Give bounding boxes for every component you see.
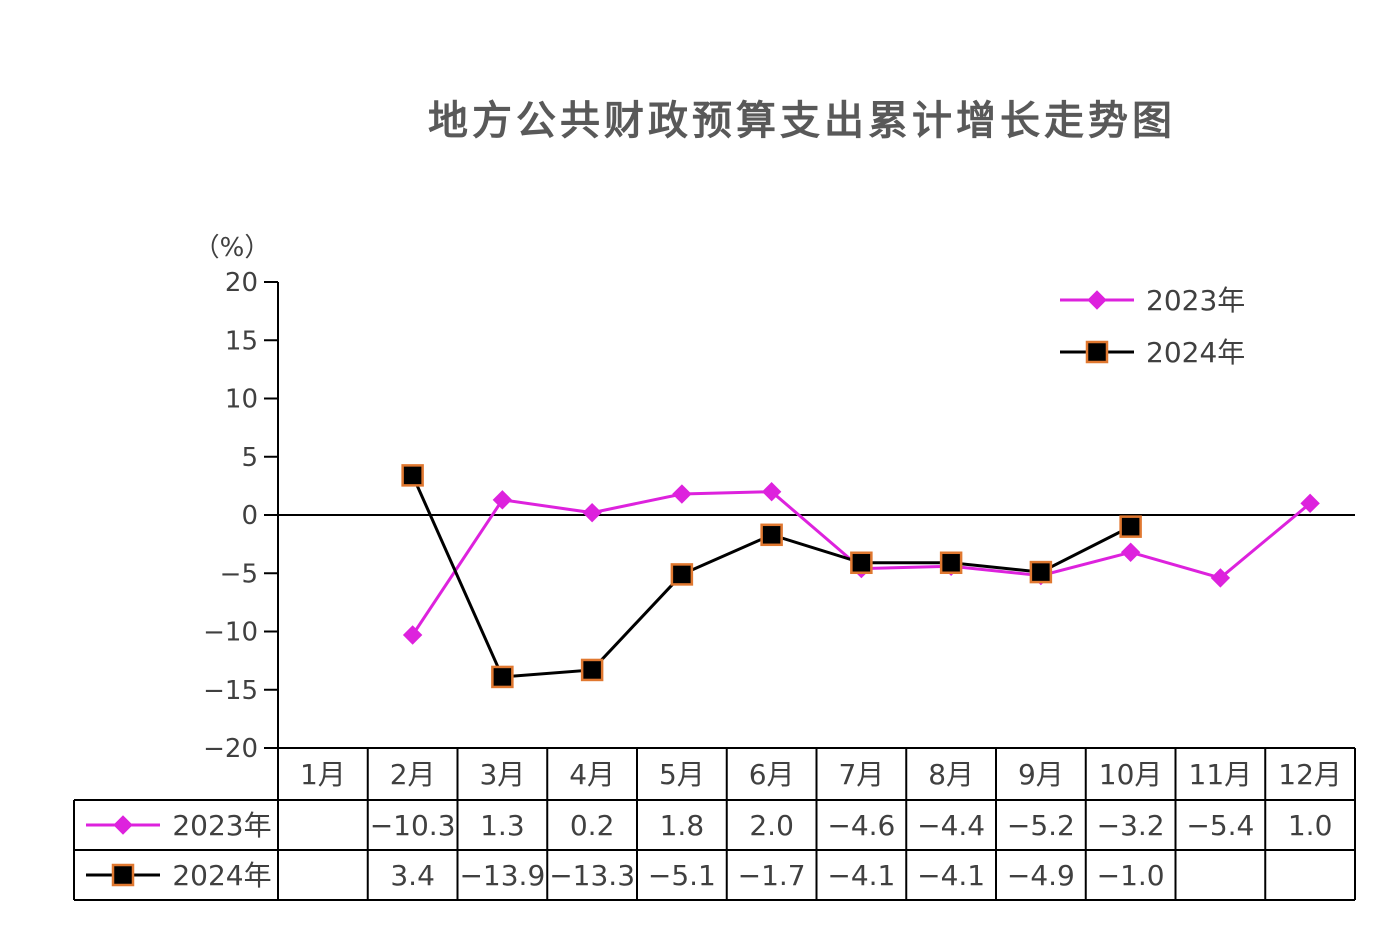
data-point — [402, 625, 423, 645]
category-label: 6月 — [749, 758, 795, 791]
data-point — [761, 481, 782, 502]
table-cell: 1.0 — [1288, 809, 1333, 842]
y-tick-label: −20 — [203, 734, 258, 764]
category-label: 7月 — [838, 758, 884, 791]
data-point — [1120, 542, 1141, 562]
table-cell: 3.4 — [390, 859, 435, 892]
category-label: 4月 — [569, 758, 615, 791]
category-label: 11月 — [1189, 758, 1253, 791]
category-label: 10月 — [1099, 758, 1163, 791]
y-tick-label: 5 — [241, 443, 258, 473]
table-cell: −4.6 — [827, 809, 895, 842]
data-point — [491, 665, 514, 689]
legend-marker — [1087, 290, 1107, 310]
y-tick-label: 20 — [225, 268, 258, 298]
legend-label: 2023年 — [1146, 284, 1245, 317]
data-point — [401, 464, 424, 487]
data-point — [1119, 515, 1142, 538]
y-tick-label: −5 — [220, 559, 258, 589]
y-tick-label: −10 — [203, 618, 258, 648]
series-lines — [401, 464, 1320, 689]
data-table: 1月 2月 3月 4月 5月 6月 7月 8月 9月 10月 11月 12月 2023年 −10.3 1.3… — [73, 747, 1356, 901]
table-cell: −5.2 — [1007, 809, 1075, 842]
table-cell: −5.4 — [1186, 809, 1254, 842]
table-cell: −4.1 — [827, 859, 895, 892]
row-key-marker — [111, 863, 135, 887]
data-point — [850, 551, 873, 575]
series-2 — [401, 464, 1142, 689]
chart-title: 地方公共财政预算支出累计增长走势图 — [428, 98, 1176, 144]
category-label: 9月 — [1018, 758, 1064, 791]
legend-marker — [1085, 340, 1109, 364]
table-cell: 0.2 — [570, 809, 615, 842]
category-label: 1月 — [300, 758, 346, 791]
category-label: 12月 — [1278, 758, 1342, 791]
y-tick-label: −15 — [203, 676, 258, 706]
table-cell: −13.3 — [549, 859, 635, 892]
category-label: 5月 — [659, 758, 705, 791]
table-cell: 2.0 — [749, 809, 794, 842]
table-cell: −1.0 — [1097, 859, 1165, 892]
category-label: 3月 — [479, 758, 525, 791]
table-cell: 1.8 — [660, 809, 705, 842]
y-tick-label: 15 — [225, 326, 258, 356]
data-point — [1210, 568, 1231, 588]
legend-label: 2024年 — [1146, 336, 1245, 369]
y-tick-label: 0 — [241, 501, 258, 531]
data-point — [492, 490, 513, 510]
legend: 2023年 2024年 — [1060, 284, 1245, 369]
row-header: 2024年 — [172, 859, 271, 892]
table-cell: −4.1 — [917, 859, 985, 892]
data-point — [939, 551, 963, 575]
y-tick-label: 10 — [225, 385, 258, 415]
category-label: 2月 — [390, 758, 436, 791]
data-point — [672, 484, 692, 504]
category-label: 8月 — [928, 758, 974, 791]
row-header: 2023年 — [172, 809, 271, 842]
table-cell: −4.4 — [917, 809, 985, 842]
data-point — [582, 502, 602, 523]
table-cell: −1.7 — [738, 859, 806, 892]
data-point — [670, 563, 694, 586]
series-line — [411, 474, 1132, 679]
table-cell: −5.1 — [648, 859, 716, 892]
data-point — [760, 523, 783, 547]
table-cell: −3.2 — [1097, 809, 1165, 842]
data-point — [1029, 560, 1053, 584]
table-cell: −4.9 — [1007, 859, 1075, 892]
data-point — [580, 658, 604, 682]
row-key-marker — [113, 815, 133, 835]
data-point — [1300, 493, 1320, 514]
table-cell: −10.3 — [370, 809, 456, 842]
table-cell: −13.9 — [459, 859, 545, 892]
y-axis-unit: （%） — [194, 233, 271, 263]
table-cell: 1.3 — [480, 809, 525, 842]
y-axis: 20 15 10 5 0 −5 −10 −15 −20 — [203, 268, 1355, 764]
